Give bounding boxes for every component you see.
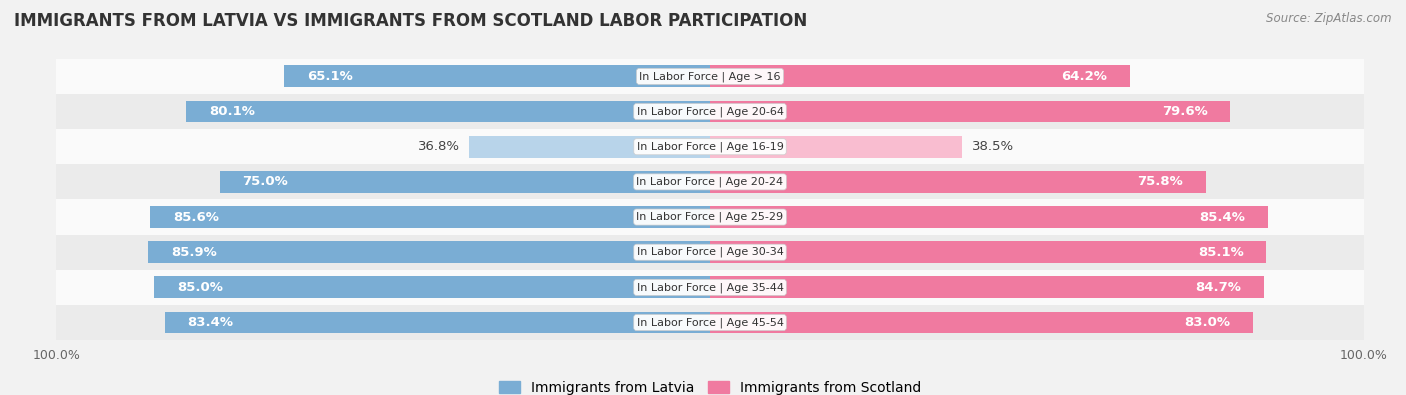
Text: In Labor Force | Age 45-54: In Labor Force | Age 45-54 xyxy=(637,317,783,328)
Text: 36.8%: 36.8% xyxy=(418,140,460,153)
Bar xyxy=(710,241,1267,263)
Bar xyxy=(710,276,1264,298)
Text: 80.1%: 80.1% xyxy=(209,105,254,118)
Bar xyxy=(149,241,710,263)
Bar xyxy=(710,136,962,158)
Bar xyxy=(56,94,1364,129)
Bar xyxy=(710,206,1268,228)
Bar xyxy=(470,136,710,158)
Bar xyxy=(56,164,1364,199)
Bar xyxy=(56,129,1364,164)
Bar xyxy=(56,270,1364,305)
Legend: Immigrants from Latvia, Immigrants from Scotland: Immigrants from Latvia, Immigrants from … xyxy=(494,375,927,395)
Bar xyxy=(165,312,710,333)
Text: In Labor Force | Age 16-19: In Labor Force | Age 16-19 xyxy=(637,141,783,152)
Bar xyxy=(710,101,1230,122)
Text: 83.4%: 83.4% xyxy=(187,316,233,329)
Bar xyxy=(56,59,1364,94)
Bar xyxy=(150,206,710,228)
Text: In Labor Force | Age > 16: In Labor Force | Age > 16 xyxy=(640,71,780,82)
Text: In Labor Force | Age 35-44: In Labor Force | Age 35-44 xyxy=(637,282,783,293)
Bar xyxy=(284,66,710,87)
Text: 83.0%: 83.0% xyxy=(1184,316,1230,329)
Text: Source: ZipAtlas.com: Source: ZipAtlas.com xyxy=(1267,12,1392,25)
Text: 85.6%: 85.6% xyxy=(173,211,219,224)
Text: 75.0%: 75.0% xyxy=(243,175,288,188)
Text: In Labor Force | Age 20-64: In Labor Force | Age 20-64 xyxy=(637,106,783,117)
Text: 84.7%: 84.7% xyxy=(1195,281,1241,294)
Bar xyxy=(56,235,1364,270)
Bar xyxy=(56,199,1364,235)
Bar xyxy=(56,305,1364,340)
Text: 79.6%: 79.6% xyxy=(1161,105,1208,118)
Text: 64.2%: 64.2% xyxy=(1062,70,1107,83)
Bar xyxy=(219,171,710,193)
Bar xyxy=(710,312,1253,333)
Text: In Labor Force | Age 20-24: In Labor Force | Age 20-24 xyxy=(637,177,783,187)
Text: 85.9%: 85.9% xyxy=(172,246,217,259)
Text: 75.8%: 75.8% xyxy=(1137,175,1182,188)
Text: 65.1%: 65.1% xyxy=(308,70,353,83)
Text: 85.1%: 85.1% xyxy=(1198,246,1243,259)
Bar xyxy=(155,276,710,298)
Bar xyxy=(187,101,710,122)
Bar xyxy=(710,66,1130,87)
Text: 85.4%: 85.4% xyxy=(1199,211,1246,224)
Bar xyxy=(710,171,1205,193)
Text: IMMIGRANTS FROM LATVIA VS IMMIGRANTS FROM SCOTLAND LABOR PARTICIPATION: IMMIGRANTS FROM LATVIA VS IMMIGRANTS FRO… xyxy=(14,12,807,30)
Text: 38.5%: 38.5% xyxy=(972,140,1014,153)
Text: In Labor Force | Age 25-29: In Labor Force | Age 25-29 xyxy=(637,212,783,222)
Text: In Labor Force | Age 30-34: In Labor Force | Age 30-34 xyxy=(637,247,783,258)
Text: 85.0%: 85.0% xyxy=(177,281,224,294)
